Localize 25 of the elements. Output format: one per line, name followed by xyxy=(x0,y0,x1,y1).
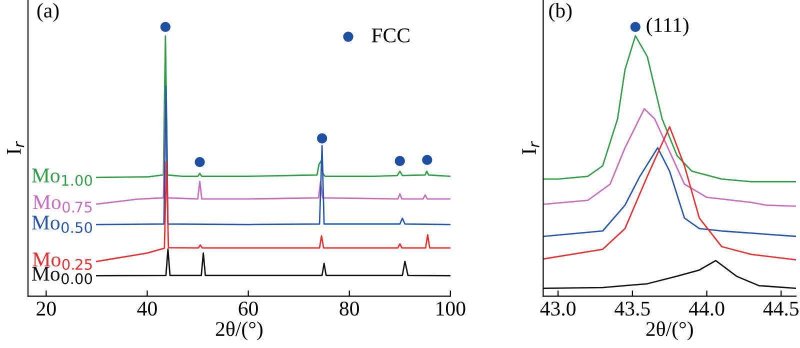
point xyxy=(160,22,171,32)
x-tick-label: 20 xyxy=(36,302,56,316)
x-tick-label: 40 xyxy=(137,302,157,316)
x-tick-label: 43.0 xyxy=(540,302,576,316)
y-axis-title: I$_{r}$ xyxy=(522,141,540,154)
series-label: Mo$_{0.75}$ xyxy=(33,195,92,213)
x-axis-title: 2θ/(°) xyxy=(646,321,693,340)
series-label: Mo$_{1.00}$ xyxy=(32,168,92,186)
point xyxy=(316,133,328,144)
x-axis-title: 2θ/(°) xyxy=(216,321,262,340)
series-label: (111) xyxy=(646,17,688,36)
x-tick-label: 80 xyxy=(340,302,359,316)
point xyxy=(422,154,432,166)
chart-title: (a) xyxy=(37,2,59,22)
x-tick-label: 60 xyxy=(238,302,258,316)
y-axis-title: I$_{r}$ xyxy=(7,141,24,154)
x-tick-label: 44.0 xyxy=(688,302,724,316)
point xyxy=(194,156,205,168)
legend-label: FCC xyxy=(372,28,410,42)
x-tick-label: 43.5 xyxy=(614,302,650,316)
x-tick-label: 44.5 xyxy=(763,302,799,316)
series-label: Mo$_{0.50}$ xyxy=(32,216,92,234)
x-tick-label: 100 xyxy=(436,302,466,316)
point xyxy=(394,156,405,166)
chart-title: (b) xyxy=(549,2,572,22)
